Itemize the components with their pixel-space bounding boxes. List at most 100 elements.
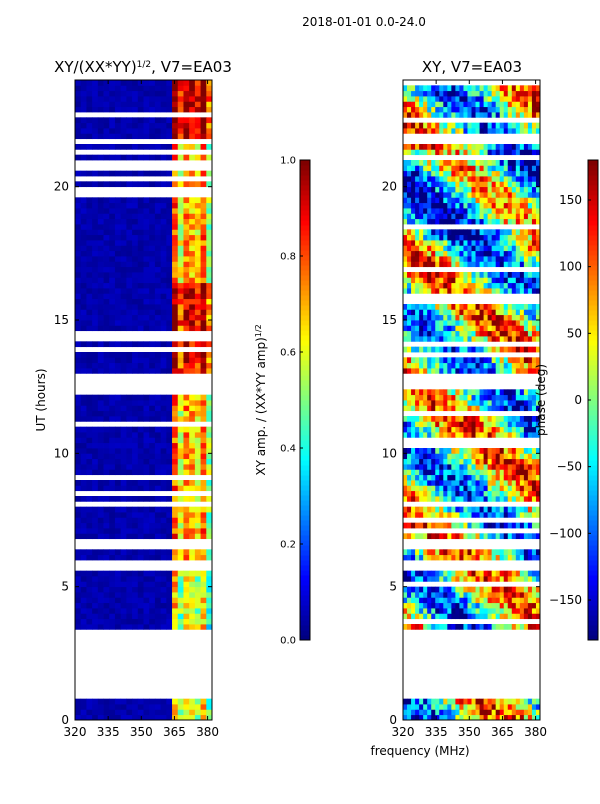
heat-cell <box>423 704 427 710</box>
heat-cell <box>138 571 144 577</box>
heat-cell <box>435 448 439 454</box>
heat-cell <box>476 325 480 331</box>
heat-cell <box>126 315 132 321</box>
heat-cell <box>178 325 184 331</box>
heat-cell <box>86 592 92 598</box>
heat-cell <box>172 288 178 294</box>
heat-cell <box>183 155 189 161</box>
heat-cell <box>166 699 172 705</box>
heat-cell <box>138 363 144 369</box>
heat-cell <box>121 411 127 417</box>
heat-cell <box>109 459 115 465</box>
heat-cell <box>121 517 127 523</box>
heat-cell <box>132 304 138 310</box>
heat-cell <box>92 523 98 529</box>
heat-cell <box>504 219 508 225</box>
heat-cell <box>403 400 407 406</box>
heat-cell <box>206 123 212 129</box>
heat-cell <box>132 443 138 449</box>
heat-cell <box>447 459 451 465</box>
heat-cell <box>149 368 155 374</box>
heat-cell <box>467 480 471 486</box>
heat-cell <box>81 699 87 705</box>
heat-cell <box>480 709 484 715</box>
heat-cell <box>115 256 121 262</box>
heat-cell <box>455 469 459 475</box>
heat-cell <box>427 272 431 278</box>
heat-cell <box>500 421 504 427</box>
heat-cell <box>178 213 184 219</box>
heat-cell <box>480 123 484 129</box>
heat-cell <box>178 400 184 406</box>
heat-cell <box>467 699 471 705</box>
heat-cell <box>109 416 115 422</box>
colorbar-segment <box>300 300 310 306</box>
heat-cell <box>423 235 427 241</box>
heat-cell <box>512 469 516 475</box>
heat-cell <box>439 363 443 369</box>
heat-cell <box>480 240 484 246</box>
heat-cell <box>496 603 500 609</box>
heat-cell <box>161 709 167 715</box>
heat-cell <box>431 416 435 422</box>
colorbar-segment <box>300 235 310 241</box>
heat-cell <box>476 213 480 219</box>
heat-cell <box>144 357 150 363</box>
colorbar-segment <box>300 440 310 446</box>
heat-cell <box>195 400 201 406</box>
heat-cell <box>126 453 132 459</box>
heat-cell <box>86 272 92 278</box>
heat-cell <box>178 453 184 459</box>
heat-cell <box>520 512 524 518</box>
heat-cell <box>504 325 508 331</box>
heat-cell <box>132 123 138 129</box>
heat-cell <box>431 101 435 107</box>
heat-cell <box>149 197 155 203</box>
heat-cell <box>104 533 110 539</box>
heat-cell <box>92 213 98 219</box>
heat-cell <box>435 320 439 326</box>
heat-cell <box>451 309 455 315</box>
colorbar-segment <box>588 580 598 586</box>
heat-cell <box>126 485 132 491</box>
heat-cell <box>115 704 121 710</box>
heat-cell <box>415 331 419 337</box>
heat-cell <box>516 624 520 630</box>
heat-cell <box>435 165 439 171</box>
heat-cell <box>98 469 104 475</box>
heat-cell <box>407 475 411 481</box>
heat-cell <box>121 240 127 246</box>
heat-cell <box>149 363 155 369</box>
heat-cell <box>115 96 121 102</box>
heat-cell <box>86 464 92 470</box>
heat-cell <box>516 208 520 214</box>
heat-cell <box>403 107 407 113</box>
heat-cell <box>172 197 178 203</box>
heat-cell <box>109 507 115 513</box>
heat-cell <box>455 240 459 246</box>
heat-cell <box>183 533 189 539</box>
heat-cell <box>407 709 411 715</box>
heat-cell <box>512 309 516 315</box>
heat-cell <box>504 123 508 129</box>
heat-cell <box>427 464 431 470</box>
heat-cell <box>155 704 161 710</box>
heat-cell <box>451 256 455 262</box>
heat-cell <box>500 459 504 465</box>
heat-cell <box>411 187 415 193</box>
heat-cell <box>524 400 528 406</box>
heat-cell <box>484 176 488 182</box>
heat-cell <box>155 272 161 278</box>
heat-cell <box>403 613 407 619</box>
heat-cell <box>532 192 536 198</box>
heat-cell <box>132 85 138 91</box>
heat-cell <box>86 587 92 593</box>
heat-cell <box>178 315 184 321</box>
heat-cell <box>121 256 127 262</box>
heat-cell <box>104 277 110 283</box>
heat-cell <box>528 507 532 513</box>
heat-cell <box>496 459 500 465</box>
heat-cell <box>92 437 98 443</box>
heat-cell <box>496 91 500 97</box>
heat-cell <box>172 619 178 625</box>
